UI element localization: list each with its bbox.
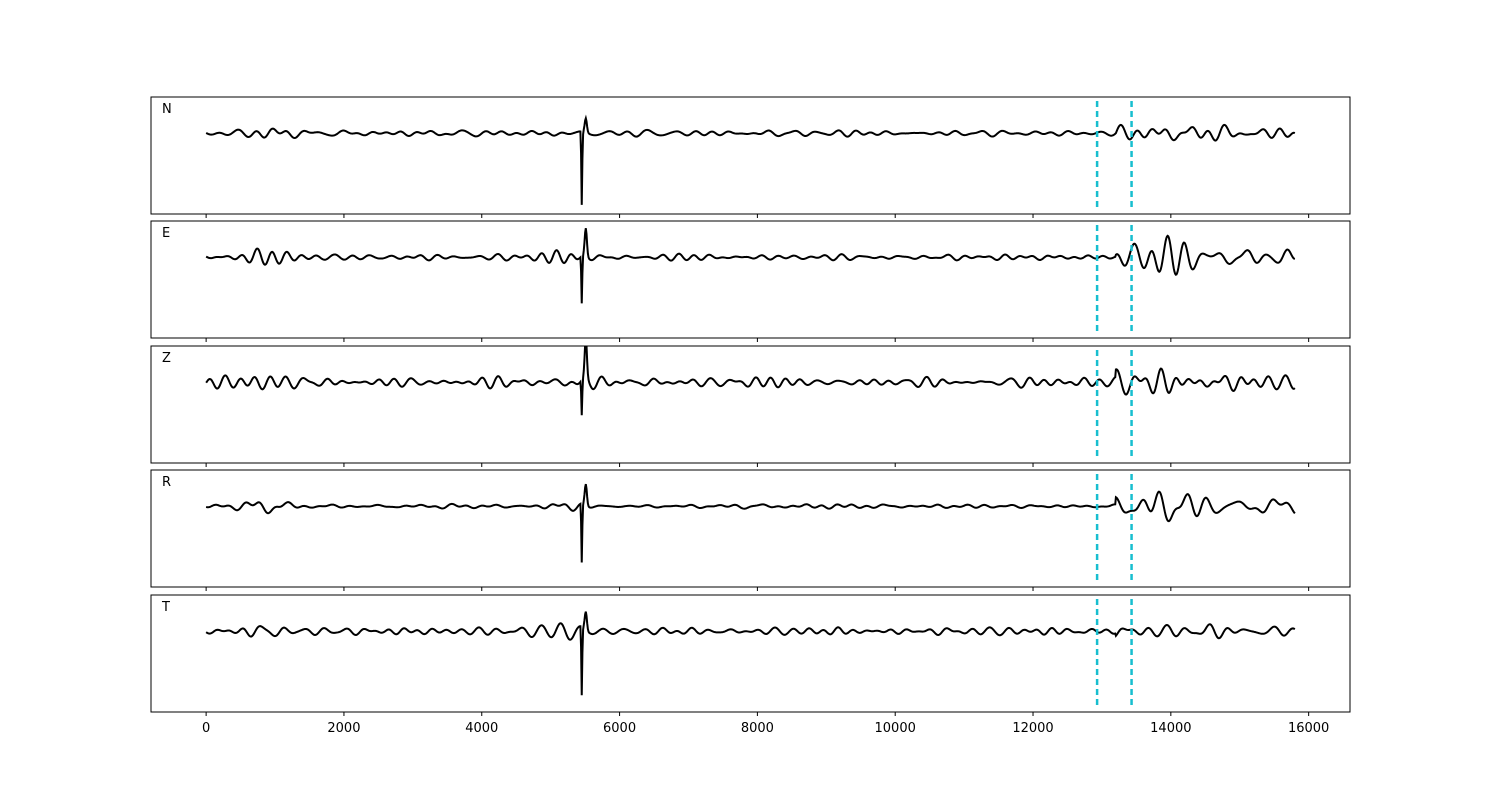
panel-frame	[150, 594, 1351, 713]
panel-z: Z	[150, 345, 1351, 467]
x-tick-label: 8000	[741, 721, 774, 736]
panel-n: N	[150, 96, 1351, 218]
trace-t	[205, 611, 1296, 696]
panels-group: N E Z R T	[150, 96, 1351, 716]
trace-n	[205, 114, 1296, 205]
x-tick-label: 0	[202, 721, 210, 736]
x-axis: 0 2000 4000 6000 8000 10000 12000 14000 16000	[202, 721, 1329, 736]
x-tick-label: 2000	[327, 721, 360, 736]
panel-e: E	[150, 220, 1351, 342]
panel-label-e: E	[162, 226, 170, 241]
trace-z	[205, 346, 1296, 416]
panel-frame	[150, 96, 1351, 215]
x-tick-label: 10000	[875, 721, 916, 736]
panel-label-z: Z	[162, 351, 171, 366]
x-tick-label: 6000	[603, 721, 636, 736]
panel-frame	[150, 345, 1351, 464]
panel-frame	[150, 220, 1351, 339]
panel-r: R	[150, 469, 1351, 591]
x-tick-label: 12000	[1012, 721, 1053, 736]
x-tick-label: 14000	[1150, 721, 1191, 736]
x-tick-label: 4000	[465, 721, 498, 736]
panel-frame	[150, 469, 1351, 588]
trace-e	[205, 228, 1296, 304]
panel-label-r: R	[162, 475, 171, 490]
x-tick-label: 16000	[1288, 721, 1329, 736]
trace-r	[205, 483, 1296, 563]
panel-t: T	[150, 594, 1351, 716]
panel-label-t: T	[161, 600, 170, 615]
panel-label-n: N	[162, 102, 172, 117]
